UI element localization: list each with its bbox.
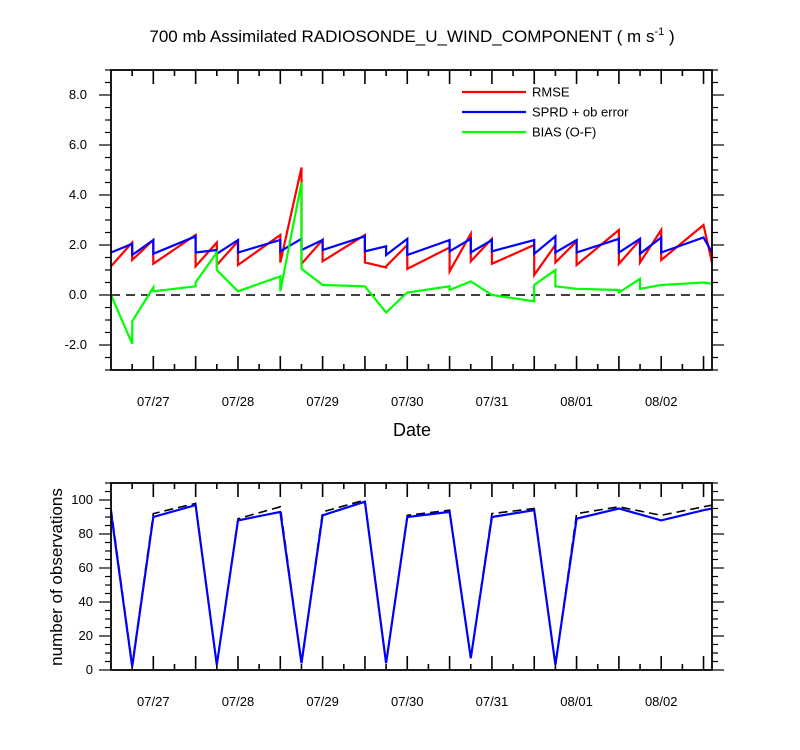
top-x-tick-label: 07/29 [306, 394, 339, 409]
top-x-tick-label: 07/31 [476, 394, 509, 409]
top-x-tick-label: 07/30 [391, 394, 424, 409]
bottom-x-tick-label: 07/28 [222, 694, 255, 709]
legend-label-rmse: RMSE [532, 85, 570, 100]
chart-title-tail: ) [664, 27, 674, 46]
y-axis-label-observations: number of observations [47, 488, 66, 666]
top-y-tick-label: 2.0 [69, 237, 87, 252]
top-chart: 07/27 07/28 07/29 07/30 07/31 08/01 08/02 -2.0 0… [65, 69, 724, 409]
legend-label-bias: BIAS (O-F) [532, 125, 596, 140]
chart-title-sup: -1 [654, 26, 664, 38]
top-x-tick-label: 07/27 [137, 394, 170, 409]
top-y-tick-label: 6.0 [69, 137, 87, 152]
bottom-x-tick-label: 08/02 [645, 694, 678, 709]
chart-title: 700 mb Assimilated RADIOSONDE_U_WIND_COM… [149, 26, 674, 46]
bottom-x-tick-label: 07/27 [137, 694, 170, 709]
top-plot-frame [110, 69, 713, 371]
bottom-chart: 07/27 07/28 07/29 07/30 07/31 08/01 08/02 0 20 40… [71, 482, 724, 709]
top-y-tick-label: -2.0 [65, 337, 87, 352]
bottom-y-tick-label: 20 [79, 628, 93, 643]
chart-title-main: 700 mb Assimilated RADIOSONDE_U_WIND_COM… [149, 27, 654, 46]
top-x-tick-label: 08/01 [560, 394, 593, 409]
top-y-tick-label: 4.0 [69, 187, 87, 202]
bottom-y-tick-label: 60 [79, 560, 93, 575]
bottom-x-tick-label: 07/29 [306, 694, 339, 709]
top-series-rmse [110, 167, 714, 279]
top-series-sprd [110, 233, 713, 258]
bottom-y-tick-label: 40 [79, 594, 93, 609]
bottom-y-tick-label: 80 [79, 526, 93, 541]
bottom-x-tick-label: 08/01 [560, 694, 593, 709]
bottom-x-tick-label: 07/30 [391, 694, 424, 709]
bottom-plot-frame [110, 482, 713, 671]
top-x-tick-label: 07/28 [222, 394, 255, 409]
bottom-series-count [109, 500, 713, 667]
bottom-series-possible [110, 498, 713, 666]
top-y-tick-label: 0.0 [69, 287, 87, 302]
x-axis-label: Date [393, 420, 431, 440]
bottom-y-tick-label: 0 [86, 662, 93, 677]
top-y-tick-label: 8.0 [69, 87, 87, 102]
top-x-tick-label: 08/02 [645, 394, 678, 409]
bottom-y-tick-label: 100 [71, 492, 93, 507]
top-series-bias [109, 182, 713, 345]
bottom-x-tick-label: 07/31 [476, 694, 509, 709]
legend-label-sprd: SPRD + ob error [532, 105, 629, 120]
